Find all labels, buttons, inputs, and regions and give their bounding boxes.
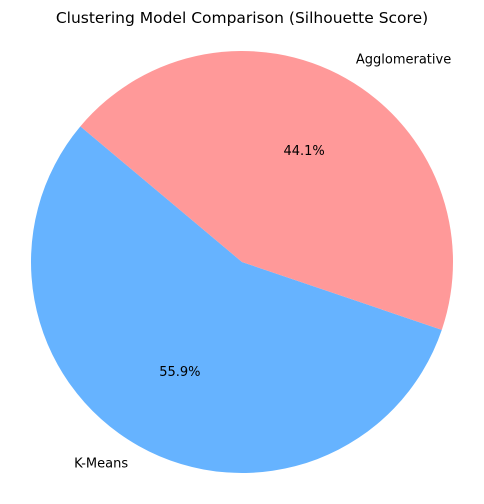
pie-labels: K-Means 55.9% Agglomerative 44.1%: [74, 52, 451, 471]
chart-title: Clustering Model Comparison (Silhouette …: [56, 9, 428, 27]
pie-slice-k-means: [31, 126, 442, 474]
slice-label-agglomerative: Agglomerative: [356, 52, 451, 67]
percent-label-agglomerative: 44.1%: [283, 144, 324, 159]
pie-slice-agglomerative: [80, 51, 453, 330]
pie-slices: [31, 51, 453, 474]
percent-label-k-means: 55.9%: [159, 365, 200, 380]
slice-label-k-means: K-Means: [74, 457, 128, 472]
